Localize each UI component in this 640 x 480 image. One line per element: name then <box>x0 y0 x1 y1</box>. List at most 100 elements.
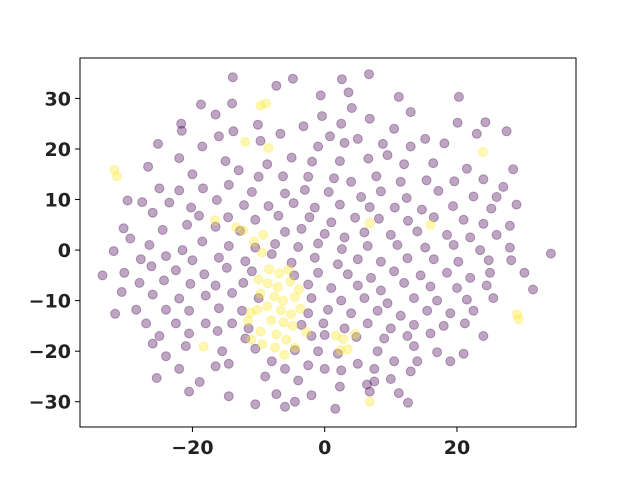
data-point-class-0 <box>392 240 403 250</box>
data-point-class-1 <box>262 278 273 289</box>
data-point-class-0 <box>174 185 185 196</box>
data-point-class-0 <box>379 333 390 344</box>
y-tick-label: 10 <box>45 190 71 212</box>
data-point-class-0 <box>223 241 234 251</box>
data-point-class-0 <box>252 119 263 130</box>
data-point-class-0 <box>385 323 396 334</box>
data-point-class-0 <box>362 241 373 251</box>
data-point-class-0 <box>389 123 400 134</box>
data-point-class-0 <box>377 138 388 149</box>
data-point-class-0 <box>213 252 224 263</box>
data-point-class-0 <box>194 210 204 221</box>
data-point-class-0 <box>501 126 512 137</box>
data-point-class-1 <box>335 345 346 356</box>
data-point-class-0 <box>293 242 304 252</box>
data-point-class-0 <box>478 331 489 341</box>
data-point-class-0 <box>227 288 238 298</box>
data-point-class-0 <box>146 261 157 272</box>
data-point-class-1 <box>477 147 488 157</box>
data-point-class-0 <box>491 229 502 240</box>
data-point-class-0 <box>498 181 509 192</box>
data-point-class-1 <box>330 330 341 341</box>
data-point-class-0 <box>110 308 121 319</box>
data-point-class-0 <box>288 198 299 209</box>
data-point-class-0 <box>197 141 208 152</box>
data-point-class-0 <box>481 280 492 291</box>
data-point-class-0 <box>304 212 315 223</box>
data-point-class-0 <box>382 150 393 161</box>
data-point-class-0 <box>323 187 334 197</box>
data-point-class-0 <box>445 356 456 367</box>
data-point-class-0 <box>134 277 145 288</box>
data-point-class-0 <box>445 308 456 319</box>
data-point-class-0 <box>159 275 169 286</box>
data-point-class-0 <box>270 239 281 249</box>
data-point-class-0 <box>137 197 148 208</box>
data-point-class-0 <box>442 229 452 240</box>
data-point-class-0 <box>449 176 460 187</box>
data-point-class-0 <box>448 240 459 250</box>
data-point-class-1 <box>257 339 268 350</box>
data-point-class-0 <box>280 226 290 237</box>
data-point-class-0 <box>227 98 238 109</box>
data-point-class-1 <box>245 307 256 318</box>
data-point-class-0 <box>452 117 463 128</box>
data-point-class-0 <box>246 187 257 197</box>
data-point-class-0 <box>303 171 314 182</box>
data-point-class-1 <box>276 305 286 316</box>
data-point-class-0 <box>147 289 158 300</box>
data-point-class-0 <box>504 220 515 231</box>
data-point-class-0 <box>511 199 522 210</box>
data-point-class-1 <box>255 100 266 111</box>
data-point-class-1 <box>252 304 263 315</box>
data-point-class-1 <box>278 317 289 328</box>
data-point-class-0 <box>253 171 264 182</box>
data-point-class-0 <box>280 188 290 199</box>
data-point-class-0 <box>330 403 341 414</box>
data-point-class-0 <box>240 256 251 267</box>
data-point-class-0 <box>271 80 282 91</box>
data-point-class-1 <box>253 274 264 285</box>
data-point-class-0 <box>504 242 515 253</box>
data-point-class-0 <box>375 256 386 267</box>
x-axis: −20 0 20 <box>171 427 470 459</box>
data-point-class-0 <box>373 213 384 224</box>
data-point-class-0 <box>468 305 479 316</box>
data-point-class-0 <box>154 183 165 194</box>
data-point-class-0 <box>508 164 519 175</box>
data-point-class-0 <box>266 249 277 260</box>
data-point-class-0 <box>385 229 396 240</box>
data-point-class-0 <box>375 285 386 296</box>
y-tick-label: −10 <box>29 291 71 313</box>
data-point-class-0 <box>359 227 370 238</box>
data-point-class-0 <box>334 156 345 167</box>
data-point-class-0 <box>369 376 380 387</box>
data-point-class-0 <box>141 318 152 329</box>
data-point-class-0 <box>475 245 486 256</box>
data-point-class-0 <box>161 251 171 262</box>
data-point-class-1 <box>283 264 294 275</box>
data-point-class-0 <box>143 161 154 172</box>
data-point-class-0 <box>119 267 130 278</box>
data-point-class-0 <box>196 99 206 110</box>
data-point-class-0 <box>223 358 234 369</box>
data-point-class-0 <box>223 391 234 402</box>
data-point-class-0 <box>309 252 320 263</box>
data-point-class-0 <box>197 236 208 247</box>
data-point-class-0 <box>416 204 427 215</box>
data-point-class-0 <box>421 175 432 186</box>
data-point-class-0 <box>210 109 221 120</box>
data-point-class-0 <box>363 153 374 164</box>
data-point-class-0 <box>356 192 367 202</box>
data-point-class-0 <box>223 179 234 190</box>
data-point-class-1 <box>289 342 300 353</box>
data-point-class-0 <box>468 191 479 202</box>
data-point-class-0 <box>389 266 400 277</box>
data-point-class-0 <box>399 159 410 170</box>
data-point-class-0 <box>250 214 261 225</box>
data-point-class-1 <box>263 143 274 153</box>
data-point-class-1 <box>285 276 296 287</box>
data-point-class-0 <box>519 267 530 278</box>
data-point-class-0 <box>263 201 274 212</box>
data-point-class-0 <box>409 341 419 352</box>
